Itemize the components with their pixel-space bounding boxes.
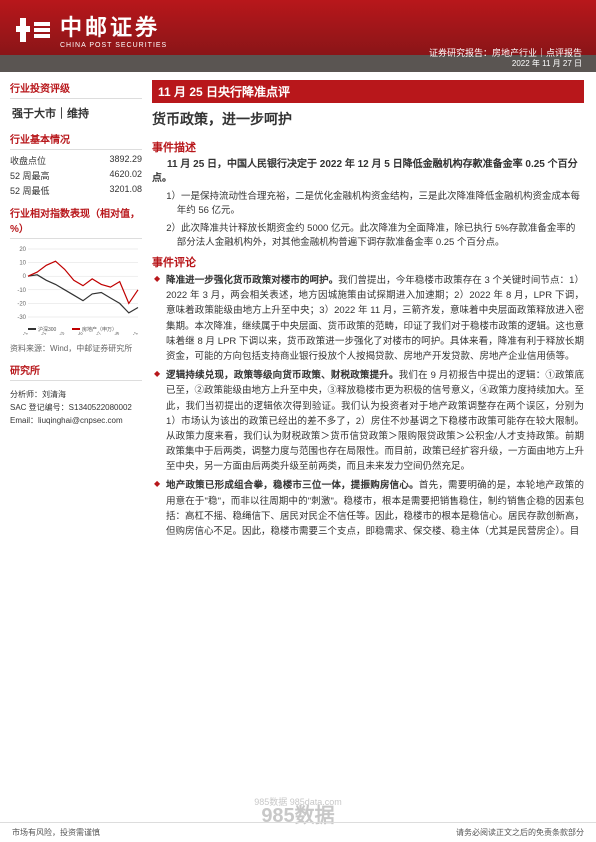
svg-text:房地产（申万）: 房地产（申万） [82, 326, 117, 333]
watermark-url: 985数据 985data.com [254, 795, 342, 808]
bullet-item: 降准进一步强化货币政策对楼市的呵护。我们曾提出，今年稳楼市政策存在 3 个关键时… [152, 273, 584, 364]
analyst-name: 刘清海 [42, 390, 66, 399]
desc-heading: 事件描述 [152, 139, 584, 155]
logo-icon [16, 12, 52, 48]
desc-item: 1）一是保持流动性合理充裕，二是优化金融机构资金结构，三是此次降准降低金融机构资… [166, 190, 584, 219]
svg-text:-10: -10 [17, 288, 26, 294]
chart-source: 资料来源：Wind，中邮证券研究所 [10, 343, 142, 354]
footer: 市场有风险，投资需谨慎 请务必阅读正文之后的免责条款部分 [0, 822, 596, 842]
topic: 11 月 25 日央行降准点评 [152, 80, 584, 103]
dept-title: 研究所 [10, 362, 142, 381]
footer-left: 市场有风险，投资需谨慎 [12, 827, 100, 838]
main-content: 11 月 25 日央行降准点评 货币政策，进一步呵护 事件描述 11 月 25 … [148, 72, 596, 551]
svg-text:沪深300: 沪深300 [38, 326, 57, 333]
rating: 强于大市｜维持 [12, 105, 142, 121]
brand-en: CHINA POST SECURITIES [60, 42, 167, 49]
report-type: 证券研究报告：房地产行业｜点评报告 [429, 48, 582, 58]
comment-heading: 事件评论 [152, 254, 584, 270]
svg-text:20: 20 [19, 247, 26, 253]
rating-title: 行业投资评级 [10, 80, 142, 99]
brand-zh: 中邮证券 [60, 10, 167, 42]
basic-row: 收盘点位3892.29 [10, 154, 142, 167]
bullet-item: 地产政策已形成组合拳，稳楼市三位一体，提振购房信心。首先，需要明确的是，本轮地产… [152, 478, 584, 539]
svg-text:-20: -20 [17, 301, 26, 307]
basic-row: 52 周最高4620.02 [10, 169, 142, 182]
footer-right: 请务必阅读正文之后的免责条款部分 [456, 827, 584, 838]
chart-title: 行业相对指数表现（相对值，%） [10, 205, 142, 239]
header: 中邮证券 CHINA POST SECURITIES 证券研究报告：房地产行业｜… [0, 0, 596, 55]
subtitle: 货币政策，进一步呵护 [152, 109, 584, 129]
analyst-email: liuqinghai@cnpsec.com [38, 416, 123, 425]
index-chart: -30-20-10010202021/112022/012022/032022/… [10, 245, 142, 337]
sac-no: S1340522080002 [69, 403, 132, 412]
svg-text:2021/11: 2021/11 [16, 331, 30, 335]
svg-text:0: 0 [23, 274, 27, 280]
svg-text:-30: -30 [17, 315, 26, 321]
desc-item: 2）此次降准共计释放长期资金约 5000 亿元。此次降准为全面降准，除已执行 5… [166, 222, 584, 251]
svg-text:2022/11: 2022/11 [126, 331, 140, 335]
basic-title: 行业基本情况 [10, 131, 142, 150]
sidebar: 行业投资评级 强于大市｜维持 行业基本情况 收盘点位3892.29 52 周最高4… [0, 72, 148, 551]
svg-text:10: 10 [19, 261, 26, 267]
desc-lead: 11 月 25 日，中国人民银行决定于 2022 年 12 月 5 日降低金融机… [152, 158, 584, 186]
bullet-item: 逻辑持续兑现，政策等级向货币政策、财税政策提升。我们在 9 月初报告中提出的逻辑… [152, 368, 584, 474]
basic-row: 52 周最低3201.08 [10, 184, 142, 197]
